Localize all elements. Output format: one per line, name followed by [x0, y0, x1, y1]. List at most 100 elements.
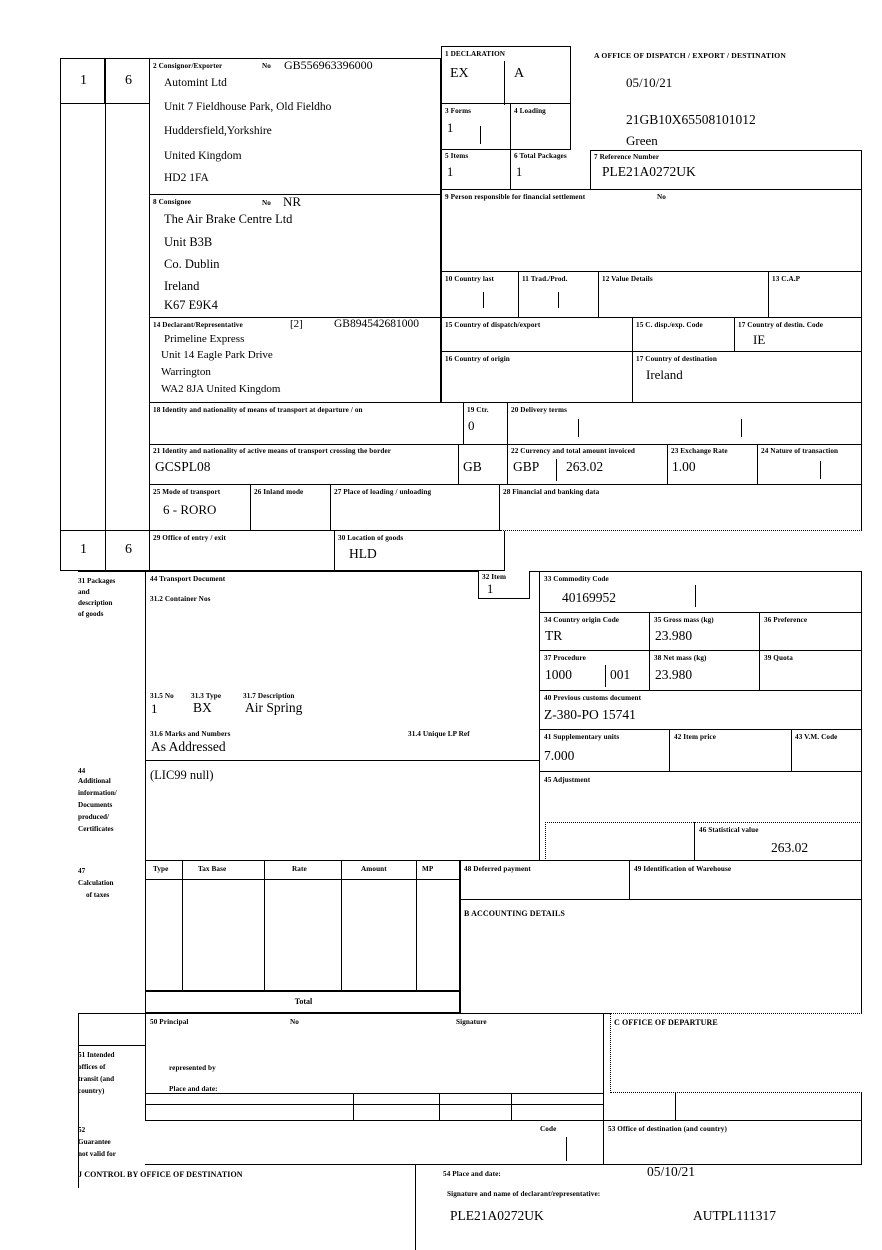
- box-52-side-line-3: not valid for: [78, 1150, 116, 1158]
- tax-col-header-mp: MP: [422, 865, 434, 873]
- box-16-label: 16 Country of origin: [445, 355, 510, 363]
- box-14-label: 14 Declarant/Representative: [153, 321, 243, 329]
- consignor-line-1: Automint Ltd: [164, 77, 227, 89]
- box-42-item-price: 42 Item price: [670, 730, 792, 772]
- tax-col-divider-3: [341, 861, 342, 991]
- box-17a-label: 17 Country of destin. Code: [738, 321, 824, 329]
- box-35-gross-mass: 35 Gross mass (kg) 23.980: [650, 613, 760, 651]
- box-28-financial-banking: 28 Financial and banking data: [500, 485, 862, 531]
- box-46-left-bottom-rule: [540, 860, 695, 861]
- box-52-code-label: Code: [540, 1125, 557, 1133]
- box-50-signature-label: Signature: [456, 1018, 487, 1026]
- box-33-commodity-code: 33 Commodity Code 40169952: [540, 571, 862, 613]
- box-50-subcells-top-rule: [145, 1093, 603, 1094]
- box-14-rep-code: [2]: [290, 318, 303, 330]
- box-31-side-label: 31 Packages and description of goods: [78, 571, 145, 761]
- box-12-value-details: 12 Value Details: [599, 272, 769, 318]
- box-13-cap: 13 C.A.P: [769, 272, 862, 318]
- copy-number-6: 6: [125, 73, 132, 88]
- box-18-transport-departure: 18 Identity and nationality of means of …: [150, 403, 464, 445]
- section-b-left-border: [460, 861, 461, 1013]
- box-6-label: 6 Total Packages: [514, 152, 567, 160]
- box-6-total-packages: 6 Total Packages 1: [511, 150, 591, 190]
- section-c-label: C OFFICE OF DEPARTURE: [614, 1018, 718, 1027]
- box-50-top-rule: [78, 1013, 610, 1014]
- box-17-country-destination: 17 Country of destination Ireland: [633, 352, 862, 403]
- box-8-no-label: No: [262, 199, 271, 207]
- box-51-side-line-2: offices of: [78, 1063, 106, 1071]
- box-4-loading: 4 Loading: [511, 104, 571, 150]
- box-7-value: PLE21A0272UK: [602, 164, 696, 179]
- box-54-signature-label: Signature and name of declarant/represen…: [447, 1190, 601, 1198]
- box-20-tick-2: [741, 419, 742, 437]
- declarant-line-2: Unit 14 Eagle Park Drive: [161, 349, 273, 361]
- box-53-office-destination: 53 Office of destination (and country): [603, 1121, 862, 1165]
- box-40-previous-document: 40 Previous customs document Z-380-PO 15…: [540, 691, 862, 730]
- box-2-consignor-exporter: 2 Consignor/Exporter No GB556963396000 A…: [150, 58, 441, 195]
- left-margin-divider: [105, 104, 106, 531]
- box-6-value: 1: [516, 165, 523, 179]
- box-54-reference: PLE21A0272UK: [450, 1208, 544, 1223]
- box-45-adjustment: 45 Adjustment: [540, 772, 862, 822]
- box-1-label: 1 DECLARATION: [445, 50, 506, 58]
- box-50-represented-by-label: represented by: [169, 1064, 216, 1072]
- box-10-country-last: 10 Country last: [441, 272, 519, 318]
- box-9-label: 9 Person responsible for financial settl…: [445, 193, 586, 201]
- box-17-label: 17 Country of destination: [636, 355, 717, 363]
- box-41-value: 7.000: [544, 748, 575, 763]
- section-a-header-label: A OFFICE OF DISPATCH / EXPORT / DESTINAT…: [594, 51, 787, 60]
- box-35-value: 23.980: [655, 628, 693, 643]
- copy-number-cell-6-lower: 6: [105, 531, 150, 571]
- copy-number-cell-1-lower: 1: [60, 531, 105, 571]
- box-31-container-label: 31.2 Container Nos: [150, 595, 211, 603]
- box-23-label: 23 Exchange Rate: [671, 447, 728, 455]
- box-5-value: 1: [447, 165, 454, 179]
- box-37-value: 1000: [545, 667, 572, 682]
- box-32-item: 32 Item 1: [478, 571, 530, 599]
- copy-number-cell-6: 6: [105, 58, 150, 104]
- box-45-bottom-dotted: [545, 822, 862, 823]
- box-9-no-label: No: [657, 193, 666, 201]
- box-25-value: 6 - RORO: [163, 502, 217, 517]
- box-50-no-label: No: [290, 1018, 299, 1026]
- box-40-value: Z-380-PO 15741: [544, 707, 636, 722]
- section-c-top-dotted: [610, 1013, 862, 1014]
- box-43-vm-code: 43 V.M. Code: [792, 730, 862, 772]
- box-26-label: 26 Inland mode: [254, 488, 304, 496]
- box-15a-dispatch-export-code: 15 C. disp./exp. Code: [633, 318, 735, 352]
- box-48-label: 48 Deferred payment: [464, 865, 531, 873]
- box-53-label: 53 Office of destination (and country): [608, 1125, 727, 1133]
- box-21-active-transport: 21 Identity and nationality of active me…: [150, 445, 459, 485]
- tax-total-row: Total: [145, 991, 460, 1013]
- box-8-consignee: 8 Consignee No NR The Air Brake Centre L…: [150, 195, 441, 318]
- box-44-side-label: 44 Additional information/ Documents pro…: [78, 761, 145, 861]
- box-10-tick: [483, 292, 484, 308]
- box-51-intended-offices-transit: 51 Intended offices of transit (and coun…: [78, 1045, 145, 1121]
- box-46-value: 263.02: [771, 840, 809, 855]
- box-50-subcell-divider-1: [353, 1093, 354, 1121]
- box-50-subcell-divider-3: [511, 1093, 512, 1121]
- box-31-desc-label: 31.7 Description: [243, 692, 295, 700]
- box-18-label: 18 Identity and nationality of means of …: [153, 406, 363, 414]
- section-c-left-dotted: [610, 1013, 611, 1093]
- box-11-trad-prod: 11 Trad./Prod.: [519, 272, 599, 318]
- box-2-label: 2 Consignor/Exporter: [153, 62, 223, 70]
- box-5-items: 5 Items 1: [441, 150, 511, 190]
- box-3-tick: [480, 126, 481, 144]
- box-51-side-line-1: 51 Intended: [78, 1051, 115, 1059]
- box-22-currency-amount: 22 Currency and total amount invoiced GB…: [508, 445, 668, 485]
- consignee-line-5: K67 E9K4: [164, 298, 218, 312]
- section-c-bottom-dotted: [610, 1092, 862, 1093]
- section-b-accounting-details: B ACCOUNTING DETAILS: [460, 900, 862, 1013]
- box-31-description-value: Air Spring: [245, 700, 303, 715]
- box-52-guarantee-field: Code: [145, 1121, 603, 1165]
- box-17a-destination-code: 17 Country of destin. Code IE: [735, 318, 862, 352]
- tax-table: Type Tax Base Rate Amount MP: [145, 861, 461, 991]
- box-1-declaration-kind: A: [514, 66, 525, 81]
- box-50-subcell-divider-2: [439, 1093, 440, 1121]
- consignee-line-4: Ireland: [164, 279, 200, 293]
- box-17-value: Ireland: [646, 367, 683, 382]
- section-c-office-departure: C OFFICE OF DEPARTURE: [610, 1013, 862, 1093]
- box-28-bottom-dotted: [500, 530, 862, 531]
